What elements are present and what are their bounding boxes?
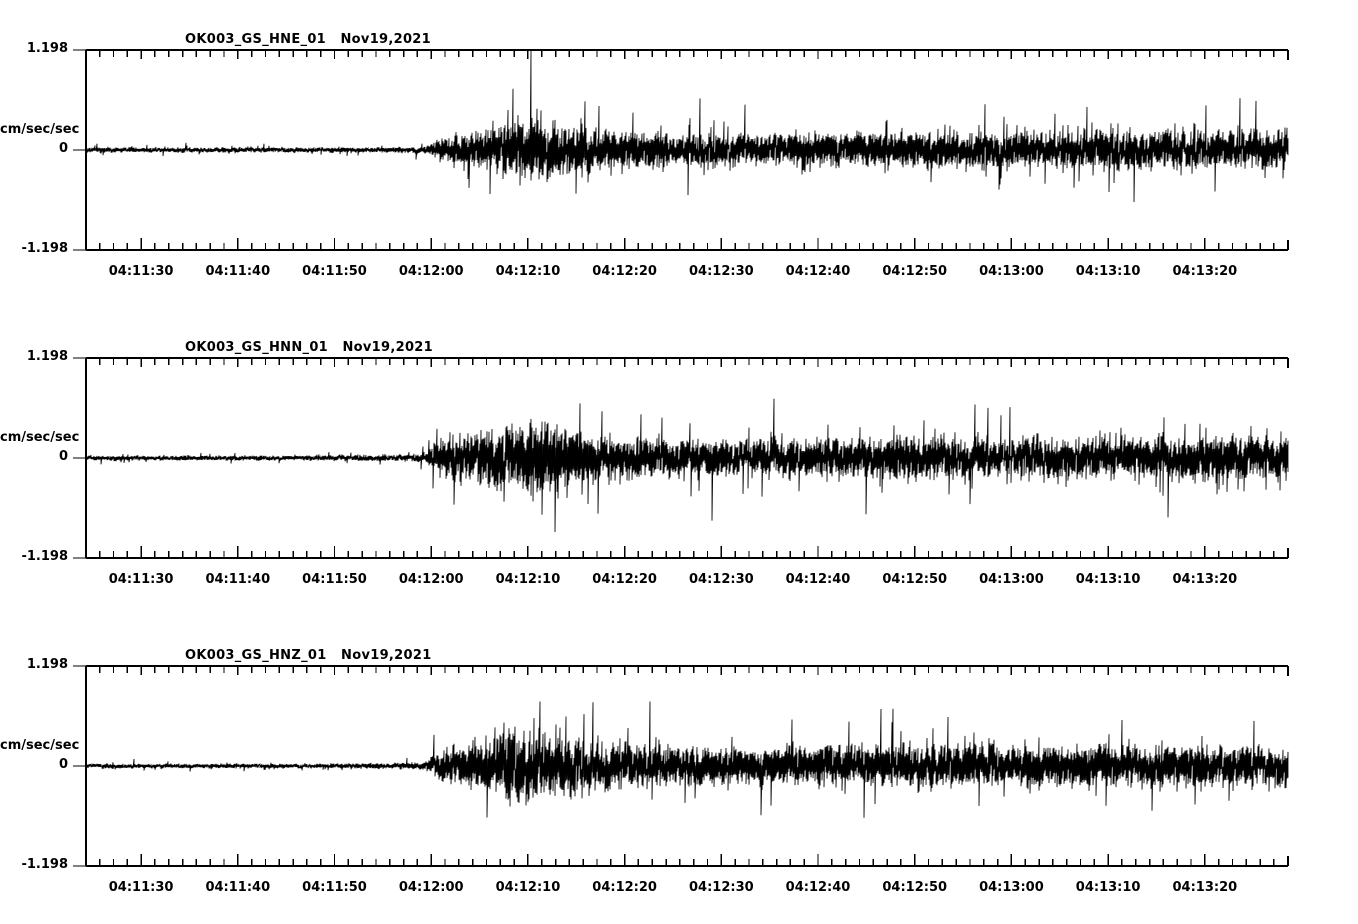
- x-tick-label: 04:13:10: [1075, 572, 1141, 587]
- x-tick-label: 04:12:00: [398, 572, 464, 587]
- x-tick-label: 04:12:00: [398, 264, 464, 279]
- x-tick-label: 04:11:50: [302, 264, 367, 279]
- x-tick-label: 04:11:30: [108, 264, 174, 279]
- y-tick-marks: [73, 665, 86, 867]
- y-axis-units-label: cm/sec/sec: [0, 738, 80, 753]
- x-tick-label: 04:12:30: [688, 264, 754, 279]
- x-tick-label: 04:12:10: [495, 264, 561, 279]
- y-tick-label: -1.198: [21, 857, 68, 872]
- x-tick-label: 04:12:50: [882, 264, 948, 279]
- x-tick-label: 04:12:10: [495, 880, 561, 895]
- y-axis-units-label: cm/sec/sec: [0, 430, 80, 445]
- x-tick-marks: [98, 666, 1289, 866]
- x-tick-label: 04:12:20: [592, 572, 657, 587]
- x-tick-label: 04:12:40: [785, 264, 851, 279]
- x-tick-label: 04:11:40: [205, 264, 271, 279]
- x-tick-marks: [98, 358, 1289, 558]
- waveform-trace-hne: [85, 49, 1289, 203]
- x-tick-label: 04:13:00: [979, 264, 1044, 279]
- y-tick-label: 1.198: [26, 657, 68, 672]
- y-tick-label: 0: [58, 757, 68, 772]
- x-tick-label: 04:12:50: [882, 572, 948, 587]
- y-axis-units-label: cm/sec/sec: [0, 122, 80, 137]
- y-tick-marks: [73, 49, 86, 251]
- y-tick-label: 0: [58, 141, 68, 156]
- x-tick-label: 04:12:40: [785, 572, 851, 587]
- y-tick-label: -1.198: [21, 549, 68, 564]
- x-tick-label: 04:11:50: [302, 572, 367, 587]
- x-tick-label: 04:12:30: [688, 880, 754, 895]
- x-tick-label: 04:11:30: [108, 572, 174, 587]
- y-tick-label: 1.198: [26, 349, 68, 364]
- y-tick-label: 1.198: [26, 41, 68, 56]
- x-tick-marks: [98, 50, 1289, 250]
- x-tick-label: 04:13:20: [1172, 572, 1238, 587]
- x-tick-label: 04:11:50: [302, 880, 367, 895]
- x-tick-label: 04:13:00: [979, 572, 1044, 587]
- x-tick-label: 04:12:10: [495, 572, 561, 587]
- x-tick-label: 04:12:40: [785, 880, 851, 895]
- x-tick-label: 04:13:10: [1075, 264, 1141, 279]
- y-tick-label: 0: [58, 449, 68, 464]
- panel-title: OK003_GS_HNE_01 Nov19,2021: [185, 32, 431, 47]
- x-tick-label: 04:11:40: [205, 572, 271, 587]
- x-tick-label: 04:12:20: [592, 264, 657, 279]
- x-tick-label: 04:12:00: [398, 880, 464, 895]
- x-tick-label: 04:13:00: [979, 880, 1044, 895]
- x-tick-label: 04:11:40: [205, 880, 271, 895]
- waveform-trace-hnn: [85, 398, 1289, 533]
- panel-title: OK003_GS_HNN_01 Nov19,2021: [185, 340, 433, 355]
- x-tick-label: 04:12:20: [592, 880, 657, 895]
- x-tick-label: 04:13:20: [1172, 880, 1238, 895]
- x-tick-label: 04:13:20: [1172, 264, 1238, 279]
- panel-title: OK003_GS_HNZ_01 Nov19,2021: [185, 648, 432, 663]
- waveform-trace-hnz: [85, 701, 1289, 818]
- x-tick-label: 04:13:10: [1075, 880, 1141, 895]
- x-tick-label: 04:12:50: [882, 880, 948, 895]
- y-tick-marks: [73, 357, 86, 559]
- y-tick-label: -1.198: [21, 241, 68, 256]
- x-tick-label: 04:12:30: [688, 572, 754, 587]
- x-tick-label: 04:11:30: [108, 880, 174, 895]
